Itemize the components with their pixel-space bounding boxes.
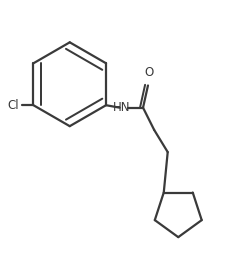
Text: Cl: Cl [7,99,19,112]
Text: HN: HN [113,101,131,114]
Text: O: O [145,66,154,79]
